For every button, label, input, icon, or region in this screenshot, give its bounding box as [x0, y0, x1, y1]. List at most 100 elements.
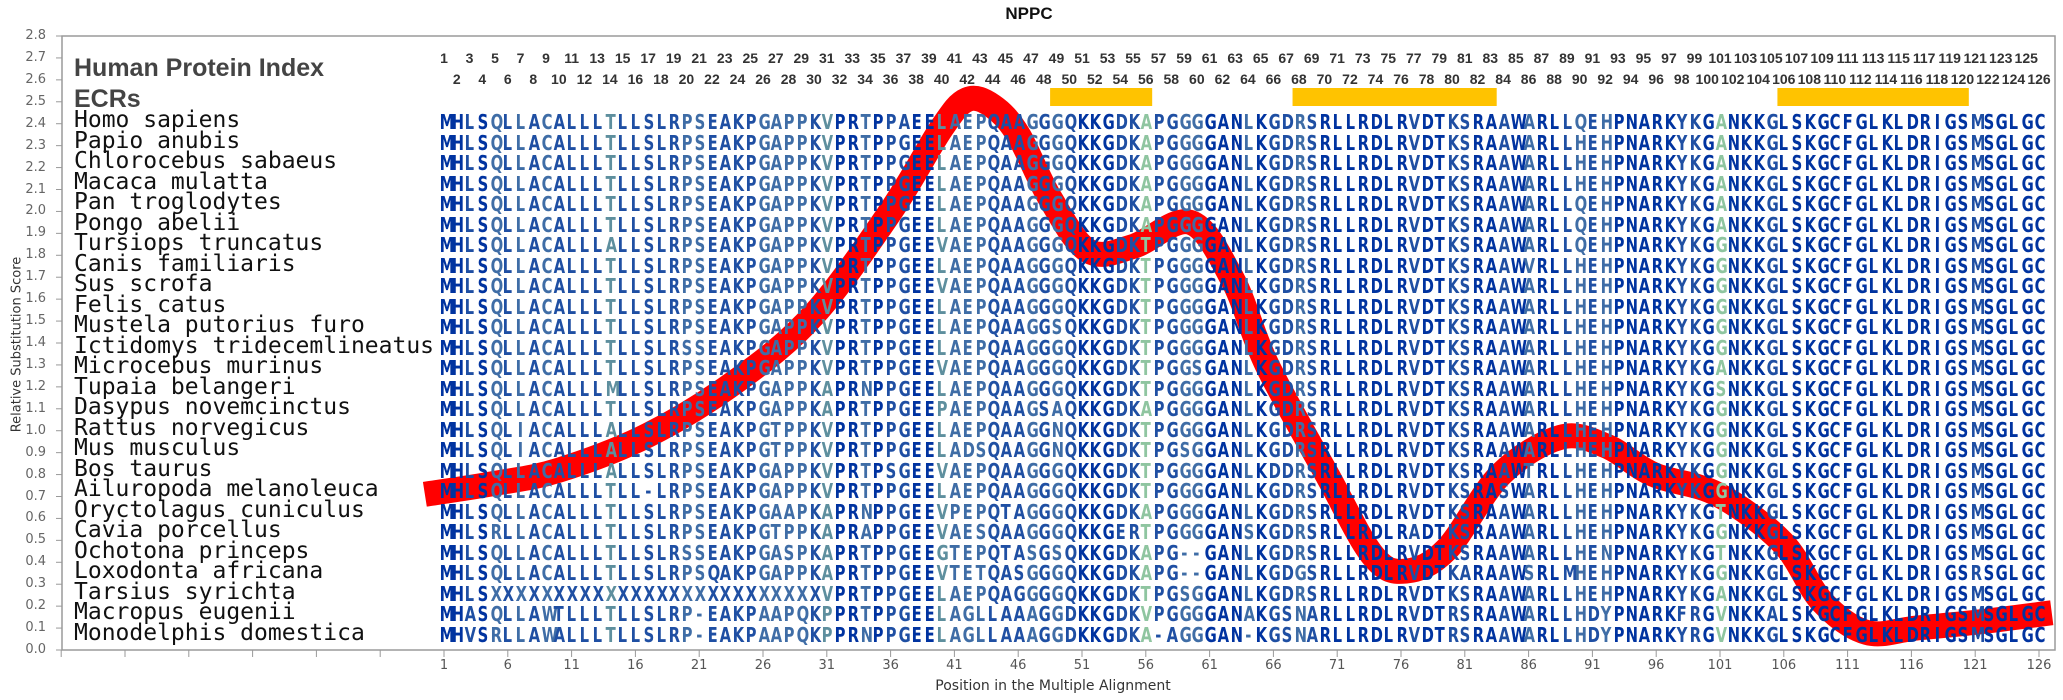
residue: P	[835, 623, 846, 647]
protein-index-number: 65	[1246, 50, 1276, 66]
residue: A	[1167, 623, 1178, 647]
y-tick-label: 0.2	[10, 598, 46, 613]
protein-index-number: 29	[786, 50, 816, 66]
residue: K	[733, 623, 744, 647]
residue: G	[1996, 623, 2008, 647]
x-tick-label: 6	[488, 658, 528, 673]
residue: P	[1613, 623, 1624, 647]
residue: L	[1549, 623, 1558, 647]
protein-index-number: 3	[455, 50, 485, 66]
ecr-bar	[1050, 88, 1153, 106]
protein-index-number: 10	[544, 71, 574, 87]
residue: L	[516, 623, 525, 647]
protein-index-number: 32	[825, 71, 855, 87]
y-tick-label: 0.3	[10, 576, 46, 591]
ecrs-label: ECRs	[74, 85, 141, 114]
protein-index-number: 38	[901, 71, 931, 87]
protein-index-number: 85	[1501, 50, 1531, 66]
y-tick-label: 2.3	[10, 138, 46, 153]
y-tick-label: 1.9	[10, 225, 46, 240]
x-tick-label: 31	[807, 658, 847, 673]
ecr-bar	[1292, 88, 1497, 106]
residue: L	[580, 623, 589, 647]
residue: N	[1728, 623, 1740, 647]
residue: R	[1919, 623, 1930, 647]
residue: A	[1001, 623, 1012, 647]
human-protein-index-label: Human Protein Index	[74, 54, 324, 83]
protein-index-number: 1	[429, 50, 459, 66]
protein-index-number: 26	[748, 71, 778, 87]
protein-index-number: 5	[480, 50, 510, 66]
residue: R	[490, 623, 501, 647]
protein-index-number: 53	[1093, 50, 1123, 66]
residue: M	[439, 623, 454, 647]
residue: P	[822, 623, 833, 647]
residue: I	[1932, 623, 1941, 647]
protein-index-number: 72	[1335, 71, 1365, 87]
residue: N	[1626, 623, 1638, 647]
residue: C	[2034, 623, 2045, 647]
residue: S	[1958, 623, 1969, 647]
protein-index-number: 77	[1399, 50, 1429, 66]
x-tick-label: 126	[2019, 658, 2059, 673]
residue: N	[1230, 623, 1242, 647]
protein-index-number: 34	[850, 71, 880, 87]
protein-index-number: 78	[1412, 71, 1442, 87]
protein-index-number: 73	[1348, 50, 1378, 66]
protein-index-number: 79	[1424, 50, 1454, 66]
protein-index-number: 58	[1156, 71, 1186, 87]
protein-index-number: 22	[697, 71, 727, 87]
protein-index-number: 19	[659, 50, 689, 66]
residue: E	[911, 623, 921, 647]
residue: R	[1473, 623, 1484, 647]
residue: N	[860, 623, 872, 647]
residue: L	[1562, 623, 1571, 647]
x-tick-label: 106	[1764, 658, 1804, 673]
protein-index-number: 6	[493, 71, 523, 87]
residue: E	[707, 623, 717, 647]
protein-index-number: 11	[557, 50, 587, 66]
y-tick-label: 2.5	[10, 94, 46, 109]
residue: L	[618, 623, 627, 647]
residue: Q	[797, 623, 810, 647]
y-axis-label: Relative Substitution Score	[10, 240, 25, 450]
residue: R	[1320, 623, 1331, 647]
protein-index-number: 46	[1003, 71, 1033, 87]
protein-index-number: 88	[1539, 71, 1569, 87]
residue: A	[554, 623, 565, 647]
protein-index-number: 24	[722, 71, 752, 87]
x-tick-label: 86	[1509, 658, 1549, 673]
protein-index-number: 125	[2011, 50, 2041, 66]
residue: L	[937, 623, 946, 647]
residue: A	[950, 623, 961, 647]
x-tick-label: 121	[1955, 658, 1995, 673]
x-tick-label: 46	[998, 658, 1038, 673]
protein-index-number: 49	[1041, 50, 1071, 66]
residue: A	[1498, 623, 1509, 647]
y-tick-label: 2.1	[10, 182, 46, 197]
residue: L	[1345, 623, 1354, 647]
residue: G	[962, 623, 974, 647]
x-tick-label: 81	[1445, 658, 1485, 673]
residue: K	[1256, 623, 1267, 647]
residue: L	[567, 623, 576, 647]
x-tick-label: 76	[1381, 658, 1421, 673]
residue: P	[784, 623, 795, 647]
residue: S	[1792, 623, 1803, 647]
residue: H	[452, 623, 464, 647]
residue: G	[1817, 623, 1829, 647]
x-tick-label: 36	[871, 658, 911, 673]
residue: S	[1983, 623, 1994, 647]
protein-index-number: 63	[1220, 50, 1250, 66]
residue: A	[758, 623, 769, 647]
protein-index-number: 70	[1309, 71, 1339, 87]
protein-index-number: 12	[569, 71, 599, 87]
y-tick-label: 0.8	[10, 467, 46, 482]
y-tick-label: 0.5	[10, 532, 46, 547]
x-tick-label: 71	[1317, 658, 1357, 673]
residue: E	[924, 623, 934, 647]
protein-index-number: 68	[1284, 71, 1314, 87]
residue: R	[669, 623, 680, 647]
protein-index-number: 47	[1016, 50, 1046, 66]
